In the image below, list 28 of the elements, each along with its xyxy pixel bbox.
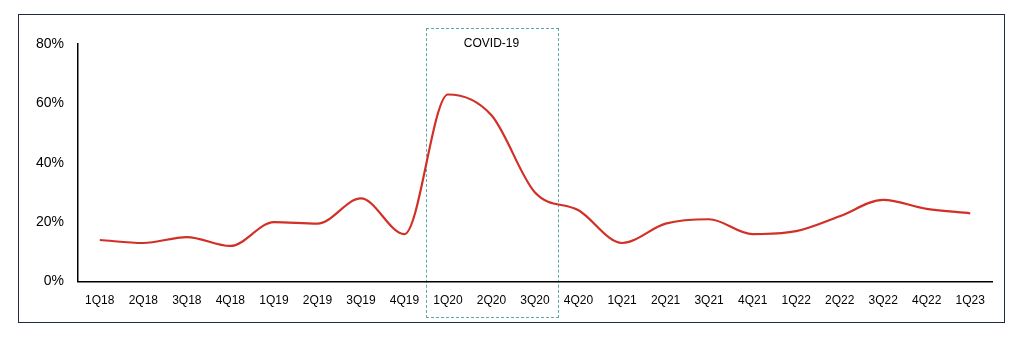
y-tick-label: 40% — [35, 153, 65, 170]
x-tick-label: 4Q22 — [912, 293, 942, 308]
x-tick-label: 3Q18 — [172, 293, 202, 308]
x-tick-label: 1Q20 — [433, 293, 463, 308]
line-series — [98, 93, 972, 248]
x-tick-label: 2Q18 — [128, 293, 159, 308]
x-tick-label: 4Q20 — [563, 293, 594, 308]
annotation: COVID-19 — [463, 36, 520, 51]
y-tick-label: 80% — [35, 34, 65, 51]
x-tick-label: 4Q21 — [737, 293, 768, 308]
y-tick-label: 20% — [35, 213, 65, 230]
x-tick-label: 3Q22 — [868, 293, 899, 308]
x-tick-label: 3Q21 — [694, 293, 725, 308]
x-tick-label: 1Q23 — [955, 293, 986, 308]
x-tick-label: 1Q21 — [607, 293, 638, 308]
x-tick-label: 1Q19 — [259, 293, 289, 308]
x-tick-label: 2Q21 — [650, 293, 681, 308]
x-tick-label: 4Q18 — [215, 293, 246, 308]
x-tick-label: 2Q22 — [824, 293, 855, 308]
x-tick-label: 4Q19 — [389, 293, 420, 308]
x-tick-label: 2Q19 — [302, 293, 333, 308]
x-tick-label: 3Q19 — [346, 293, 376, 308]
x-tick-label: 2Q20 — [476, 293, 507, 308]
y-tick-label: 0% — [43, 272, 65, 289]
x-tick-label: 1Q22 — [781, 293, 812, 308]
x-tick-label: 3Q20 — [520, 293, 551, 308]
y-tick-label: 60% — [35, 94, 65, 111]
x-tick-label: 1Q18 — [85, 293, 115, 308]
